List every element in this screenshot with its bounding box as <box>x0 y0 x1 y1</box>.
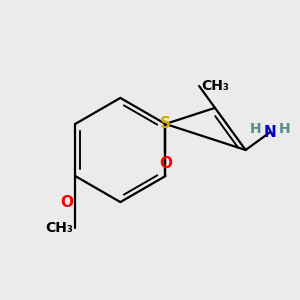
Text: CH₃: CH₃ <box>45 221 73 235</box>
Text: CH₃: CH₃ <box>201 79 229 93</box>
Text: O: O <box>61 195 74 210</box>
Text: N: N <box>264 125 276 140</box>
Text: H: H <box>250 122 262 136</box>
Text: O: O <box>159 156 172 171</box>
Text: H: H <box>278 122 290 136</box>
Text: S: S <box>160 116 171 131</box>
